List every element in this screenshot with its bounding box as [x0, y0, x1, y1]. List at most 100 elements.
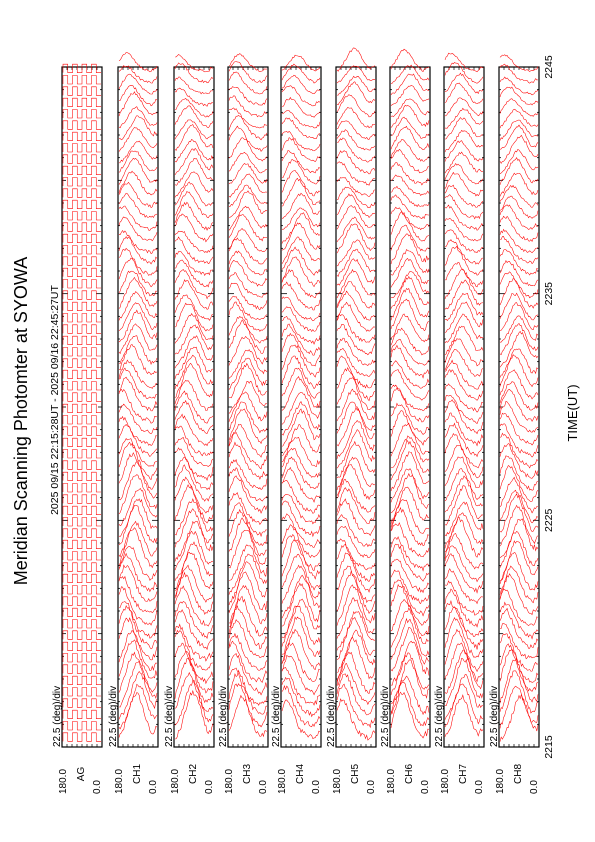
scan-line — [336, 543, 376, 582]
panel-ch8: 180.0 0.0 CH8 22.5 (deg)/div — [489, 54, 540, 794]
scan-line — [62, 63, 101, 73]
scan-line — [228, 61, 268, 83]
scan-line — [336, 673, 376, 716]
scan-line — [118, 291, 158, 321]
scan-line — [174, 62, 214, 84]
scan-line — [336, 186, 376, 208]
scan-line — [390, 486, 430, 524]
scan-line — [444, 485, 484, 526]
scan-line — [174, 413, 214, 447]
scan-line — [118, 441, 158, 481]
scan-line — [336, 514, 376, 548]
scan-line — [174, 642, 214, 685]
scan-line — [499, 389, 539, 422]
scan-line — [390, 73, 430, 96]
scan-line — [390, 435, 430, 468]
scan-line — [281, 296, 321, 322]
scan-line — [336, 193, 376, 219]
scan-line — [444, 72, 484, 95]
scan-line — [228, 683, 268, 728]
scan-line — [444, 642, 484, 683]
scan-line — [281, 466, 321, 503]
scan-line — [444, 588, 484, 628]
panel-ag: 180.0 0.0 AG 22.5 (deg)/div — [52, 63, 103, 794]
scan-line — [62, 188, 101, 198]
scan-line — [336, 81, 376, 106]
scan-line — [228, 271, 268, 298]
scan-line — [390, 402, 430, 435]
scan-line — [118, 617, 158, 661]
scan-line — [228, 408, 268, 445]
scan-line — [118, 552, 158, 593]
scan-line — [62, 131, 101, 141]
scan-line — [118, 302, 158, 332]
scale-label: 22.5 (deg)/div — [218, 686, 229, 747]
scan-line — [390, 410, 430, 446]
scan-line — [174, 362, 214, 398]
scan-line — [390, 327, 430, 356]
scan-line — [228, 475, 268, 514]
scan-line — [336, 347, 376, 377]
scan-line — [118, 670, 158, 720]
scan-line — [390, 599, 430, 637]
panel-ch7: 180.0 0.0 CH7 22.5 (deg)/div — [434, 52, 485, 794]
scan-line — [444, 628, 484, 673]
scan-line — [390, 536, 430, 572]
scan-line — [118, 367, 158, 400]
scan-line — [499, 476, 539, 514]
scan-line — [444, 129, 484, 153]
scan-line — [281, 564, 321, 604]
scan-line — [281, 598, 321, 639]
scan-line — [390, 206, 430, 231]
scan-line — [118, 140, 158, 164]
scan-line — [444, 151, 484, 174]
y-bottom-label: 0.0 — [420, 780, 431, 794]
scan-line — [281, 400, 321, 436]
scan-line — [390, 162, 430, 186]
scan-line — [281, 676, 321, 718]
scan-line — [336, 239, 376, 267]
scan-line — [499, 119, 539, 141]
scan-line — [499, 215, 539, 242]
scan-line — [336, 629, 376, 673]
scan-line — [228, 71, 268, 95]
scan-line — [444, 568, 484, 605]
scan-line — [118, 236, 158, 265]
channel-label: CH4 — [295, 764, 306, 784]
scan-line — [390, 233, 430, 265]
scan-line — [118, 276, 158, 309]
panel-ch6: 180.0 0.0 CH6 22.5 (deg)/div — [380, 48, 431, 794]
scan-line — [390, 139, 430, 162]
scan-line — [281, 96, 321, 118]
scan-line — [499, 236, 539, 265]
x-tick-label: 2215 — [543, 735, 555, 759]
scan-line — [390, 468, 430, 503]
scan-line — [390, 583, 430, 626]
scan-line — [62, 562, 101, 572]
scan-line — [62, 222, 101, 232]
scan-line — [336, 120, 376, 140]
scan-line — [390, 287, 430, 321]
scan-line — [62, 109, 101, 119]
scan-line — [281, 641, 321, 682]
scan-line — [336, 406, 376, 447]
panel-ch3: 180.0 0.0 CH3 22.5 (deg)/div — [218, 53, 269, 794]
scan-line — [336, 440, 376, 479]
scan-line — [228, 423, 268, 458]
scan-line — [390, 369, 430, 401]
scan-line — [62, 483, 101, 493]
scan-line — [390, 569, 430, 605]
scan-line — [228, 86, 268, 106]
scan-line — [444, 599, 484, 637]
scan-line — [499, 98, 539, 117]
panels-group: 180.0 0.0 AG 22.5 (deg)/div 180.0 0.0 CH1 22.5 … — [52, 47, 540, 794]
scan-line — [444, 162, 484, 185]
y-top-label: 180.0 — [440, 769, 451, 794]
scan-line — [174, 379, 214, 411]
scan-line — [228, 357, 268, 390]
scan-line — [62, 97, 101, 107]
scan-line — [390, 271, 430, 298]
scan-line — [336, 107, 376, 129]
scan-line — [444, 553, 484, 594]
scan-line — [118, 474, 158, 515]
